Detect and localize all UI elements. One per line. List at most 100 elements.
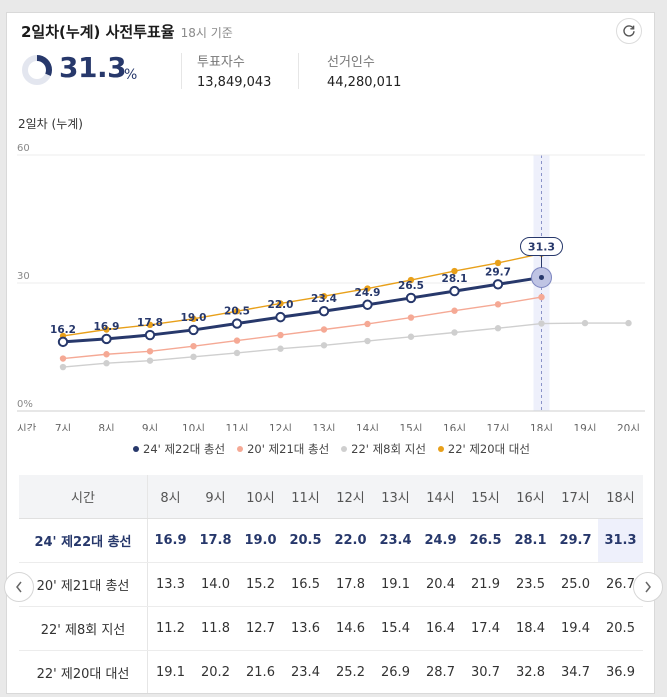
data-point bbox=[277, 345, 284, 352]
header: 2일차(누계) 사전투표율 18시 기준 bbox=[21, 21, 233, 45]
table-cell: 19.4 bbox=[553, 606, 598, 651]
data-point bbox=[57, 336, 69, 348]
data-point bbox=[451, 267, 458, 275]
data-point bbox=[494, 301, 502, 308]
data-point bbox=[233, 349, 241, 357]
legend-swatch bbox=[437, 446, 444, 452]
table-cell: 14.6 bbox=[328, 606, 373, 651]
table-cell: 15.4 bbox=[373, 606, 418, 651]
series-line bbox=[62, 322, 629, 368]
prev-page-button[interactable] bbox=[4, 572, 34, 602]
table-cell: 22.0 bbox=[328, 518, 373, 563]
data-point bbox=[320, 326, 328, 333]
x-tick-label: 17시 bbox=[486, 423, 509, 431]
refresh-button[interactable] bbox=[616, 18, 642, 44]
legend-label: 22' 제8회 지선 bbox=[351, 442, 426, 456]
x-tick-label: 8시 bbox=[98, 423, 114, 431]
table-column-header: 13시 bbox=[373, 475, 418, 519]
table-cell: 23.4 bbox=[283, 650, 328, 693]
data-point bbox=[188, 324, 199, 336]
table-column-header: 8시 bbox=[147, 475, 193, 519]
table-cell: 12.7 bbox=[238, 606, 283, 651]
data-label: 19.0 bbox=[181, 312, 207, 324]
table-column-header: 9시 bbox=[193, 475, 238, 519]
table-cell: 17.8 bbox=[328, 562, 373, 607]
data-point bbox=[364, 320, 371, 328]
next-page-button[interactable] bbox=[633, 572, 663, 602]
table-cell: 17.8 bbox=[193, 518, 238, 563]
legend-swatch bbox=[341, 446, 348, 452]
x-tick-label: 11시 bbox=[225, 423, 248, 431]
table-cell: 21.6 bbox=[238, 650, 283, 693]
data-point bbox=[407, 276, 415, 284]
table-cell: 20.4 bbox=[418, 562, 463, 607]
refresh-icon bbox=[623, 25, 635, 37]
table-cell: 23.5 bbox=[508, 562, 553, 607]
table-column-header: 11시 bbox=[283, 475, 328, 519]
data-point bbox=[233, 307, 241, 315]
data-point bbox=[494, 325, 502, 332]
table-corner-header: 시간 bbox=[19, 475, 148, 519]
table-row: 22' 제8회 지선 11.2 11.8 12.7 13.6 14.6 15.4 16.4 17… bbox=[19, 606, 643, 651]
data-point bbox=[405, 292, 417, 304]
legend-label: 24' 제22대 총선 bbox=[143, 442, 226, 456]
divider bbox=[298, 53, 299, 89]
data-point bbox=[494, 259, 502, 267]
table-cell: 25.0 bbox=[553, 562, 598, 607]
data-point bbox=[538, 320, 545, 327]
table-column-header: 14시 bbox=[418, 475, 463, 519]
data-point bbox=[362, 299, 373, 310]
table-cell: 30.7 bbox=[463, 650, 508, 693]
table-cell: 13.6 bbox=[283, 606, 328, 651]
table-cell: 11.8 bbox=[193, 606, 238, 651]
table-cell: 26.5 bbox=[463, 518, 508, 563]
table-cell: 28.1 bbox=[508, 518, 553, 563]
x-tick-label: 18시 bbox=[530, 423, 553, 431]
table-column-header: 10시 bbox=[238, 475, 283, 519]
turnout-table-wrap: 시간 8시 9시 10시 11시 12시 13시 14시 15시 16시 17시 18시 24' 제… bbox=[19, 475, 651, 693]
data-point bbox=[320, 342, 328, 349]
data-point bbox=[364, 285, 371, 292]
y-tick-label: 30 bbox=[17, 271, 30, 282]
table-cell: 26.9 bbox=[373, 650, 418, 693]
page-title: 2일차(누계) 사전투표율 bbox=[21, 23, 175, 41]
data-label: 16.9 bbox=[94, 321, 120, 333]
data-point bbox=[144, 329, 156, 341]
callout-box bbox=[520, 236, 563, 256]
x-tick-label: 16시 bbox=[443, 423, 466, 431]
data-point bbox=[190, 342, 197, 350]
data-point bbox=[449, 285, 460, 297]
data-point bbox=[581, 319, 589, 327]
data-point bbox=[231, 318, 243, 329]
table-cell: 20.2 bbox=[193, 650, 238, 693]
table-cell: 29.7 bbox=[553, 518, 598, 563]
table-row-name: 22' 제20대 대선 bbox=[19, 650, 148, 693]
divider bbox=[181, 53, 182, 89]
x-tick-label: 19시 bbox=[573, 423, 596, 431]
table-row-name: 20' 제21대 총선 bbox=[19, 562, 148, 607]
chart-legend: 24' 제22대 총선 20' 제21대 총선 22' 제8회 지선 22' 제20대… bbox=[7, 441, 654, 457]
data-point bbox=[364, 337, 371, 345]
table-cell: 32.8 bbox=[508, 650, 553, 693]
x-tick-label: 10시 bbox=[182, 423, 205, 431]
data-point bbox=[190, 353, 197, 361]
table-cell: 14.0 bbox=[193, 562, 238, 607]
turnout-rate-unit: % bbox=[124, 67, 138, 83]
table-cell: 28.7 bbox=[418, 650, 463, 693]
table-cell: 34.7 bbox=[553, 650, 598, 693]
data-point bbox=[451, 329, 458, 336]
data-label: 29.7 bbox=[485, 266, 511, 278]
legend-item: 20' 제21대 총선 bbox=[237, 441, 329, 457]
legend-swatch bbox=[237, 446, 244, 452]
data-point bbox=[451, 307, 458, 314]
table-row: 20' 제21대 총선 13.3 14.0 15.2 16.5 17.8 19.1 20.4 2… bbox=[19, 562, 643, 607]
legend-label: 22' 제20대 대선 bbox=[447, 442, 530, 456]
data-point bbox=[190, 315, 197, 323]
table-row: 22' 제20대 대선 19.1 20.2 21.6 23.4 25.2 26.9 28.7 3… bbox=[19, 650, 643, 693]
legend-label: 20' 제21대 총선 bbox=[247, 442, 330, 456]
data-point bbox=[59, 363, 67, 371]
x-tick-label: 7시 bbox=[55, 423, 71, 431]
legend-item: 22' 제20대 대선 bbox=[437, 441, 530, 457]
data-label: 23.4 bbox=[311, 293, 337, 305]
voters-label: 투표자수 bbox=[197, 55, 245, 70]
